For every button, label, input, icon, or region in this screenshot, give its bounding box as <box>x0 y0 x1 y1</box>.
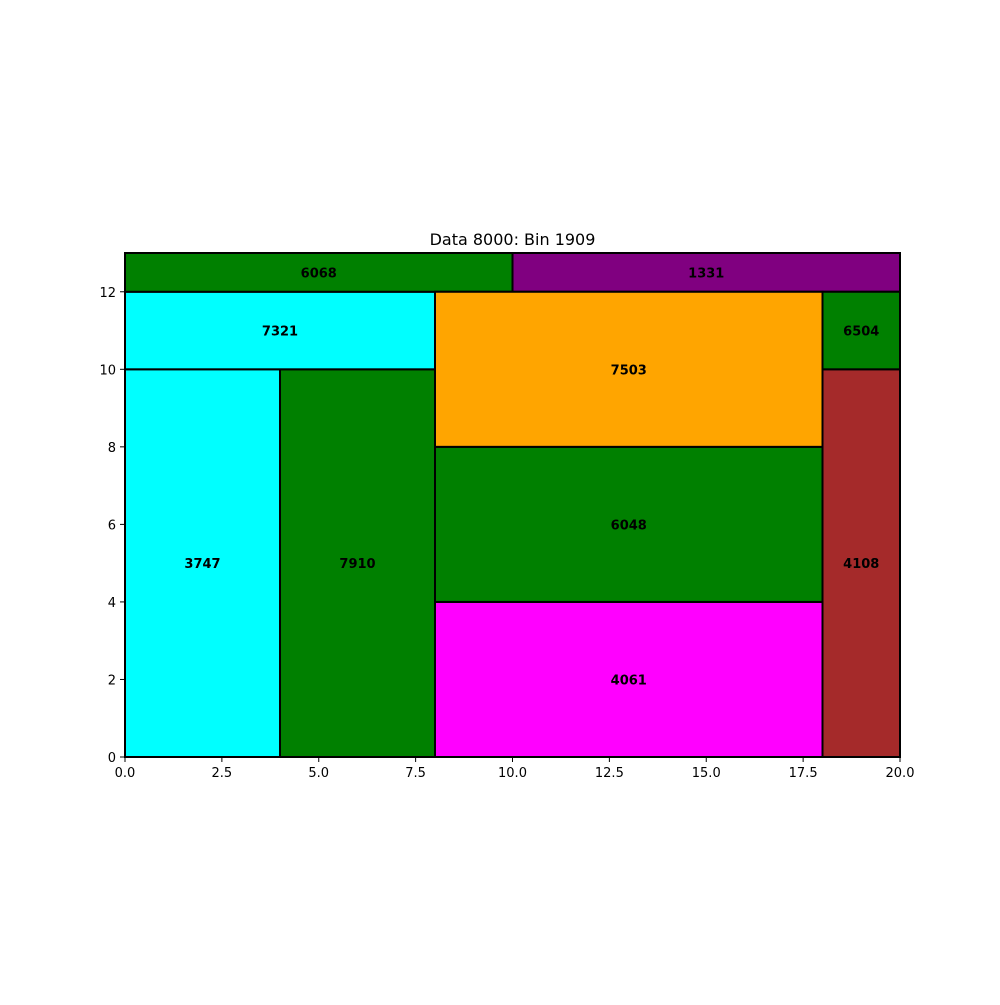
treemap-rect-7910 <box>279 368 436 758</box>
y-tick-label: 12 <box>99 286 116 301</box>
x-tick-label: 20.0 <box>886 766 915 781</box>
x-tick-label: 0.0 <box>115 766 136 781</box>
x-tick-label: 7.5 <box>405 766 426 781</box>
x-tick-label: 12.5 <box>595 766 624 781</box>
treemap-rect-label: 4061 <box>611 673 647 688</box>
treemap-rect-4061 <box>434 600 824 759</box>
y-tick-label: 8 <box>108 441 116 456</box>
y-tick-label: 0 <box>108 751 116 766</box>
treemap-rect-label: 6048 <box>611 518 647 533</box>
treemap-rect-label: 7910 <box>339 557 375 572</box>
y-tick-label: 4 <box>108 596 116 611</box>
chart-title: Data 8000: Bin 1909 <box>430 230 596 249</box>
treemap-rect-label: 6504 <box>843 325 879 340</box>
rectangles-layer: 3747 7910 7321 6068 1331 4061 6048 7503 4108 6504 <box>124 252 901 759</box>
treemap-rect-label: 3747 <box>184 557 220 572</box>
x-tick-label: 17.5 <box>789 766 818 781</box>
treemap-rect-label: 1331 <box>688 266 724 281</box>
y-tick-label: 10 <box>99 363 116 378</box>
x-tick-label: 2.5 <box>212 766 233 781</box>
treemap-rect-label: 7321 <box>262 325 298 340</box>
treemap-rect-3747 <box>124 368 281 758</box>
treemap-rect-7503 <box>434 290 824 448</box>
y-tick-label: 6 <box>108 518 116 533</box>
y-tick-label: 2 <box>108 673 116 688</box>
treemap-rect-6048 <box>434 445 824 603</box>
x-tick-label: 10.0 <box>498 766 527 781</box>
treemap-rect-label: 7503 <box>611 363 647 378</box>
axes-layer: 0.0 2.5 5.0 7.5 10.0 12.5 15.0 17.5 20.0 0 2 4 6 8 10 1… <box>99 252 915 781</box>
x-tick-label: 5.0 <box>308 766 329 781</box>
treemap-rect-6504 <box>821 290 901 371</box>
x-tick-label: 15.0 <box>692 766 721 781</box>
treemap-rect-label: 6068 <box>301 266 337 281</box>
treemap-rect-label: 4108 <box>843 557 879 572</box>
